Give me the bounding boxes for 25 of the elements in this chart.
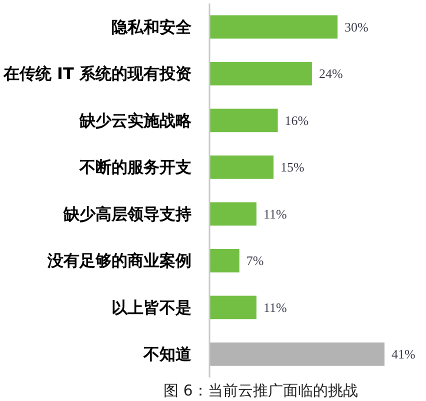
- y-tick-label: 不断的服务开支: [78, 158, 192, 177]
- y-tick-label: 缺少高层领导支持: [62, 204, 192, 224]
- bar: [210, 248, 240, 272]
- y-tick-label: 以上皆不是: [112, 298, 192, 317]
- data-label: 7%: [246, 253, 264, 268]
- data-label: 41%: [392, 346, 416, 362]
- data-label: 15%: [280, 160, 305, 175]
- bar: [210, 296, 256, 320]
- data-label: 24%: [318, 66, 343, 82]
- bar: [210, 62, 312, 86]
- bar: [210, 342, 384, 366]
- bar: [210, 15, 338, 39]
- bar: [210, 155, 274, 179]
- caption: 图 6：当前云推广面临的挑战: [164, 382, 358, 400]
- bar: [210, 202, 256, 226]
- data-label: 30%: [344, 19, 369, 34]
- data-label: 11%: [263, 206, 287, 222]
- y-tick-label: 隐私和安全: [112, 17, 192, 36]
- y-tick-label: 缺少云实施战略: [78, 110, 192, 130]
- data-label: 11%: [263, 300, 287, 315]
- y-tick-label: 没有足够的商业案例: [46, 251, 192, 270]
- bar: [210, 108, 278, 132]
- data-label: 16%: [284, 112, 309, 128]
- y-tick-label: 不知道: [142, 344, 192, 364]
- y-tick-label: 在传统 IT 系统的现有投资: [2, 64, 192, 84]
